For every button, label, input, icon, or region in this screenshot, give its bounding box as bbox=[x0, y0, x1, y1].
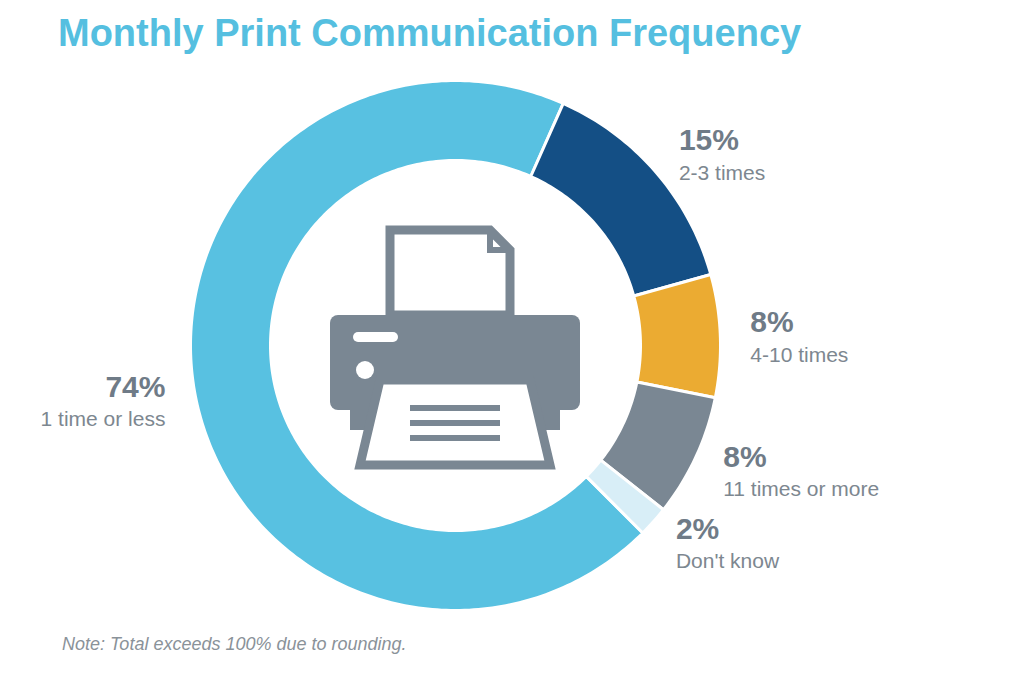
svg-text:8%: 8% bbox=[723, 440, 766, 473]
svg-text:8%: 8% bbox=[750, 305, 793, 338]
svg-text:2-3 times: 2-3 times bbox=[679, 161, 765, 184]
svg-text:2%: 2% bbox=[676, 512, 719, 545]
html-text:Note: Total exceeds 100% due t: Note: Total exceeds 100% due to rounding… bbox=[62, 634, 407, 654]
svg-text:15%: 15% bbox=[679, 123, 739, 156]
html-text:Monthly Print Communication Fr: Monthly Print Communication Frequency bbox=[58, 12, 802, 54]
svg-text:4-10 times: 4-10 times bbox=[750, 343, 848, 366]
svg-text:11 times or more: 11 times or more bbox=[723, 477, 879, 500]
svg-text:1 time or less: 1 time or less bbox=[41, 407, 166, 430]
svg-text:Don't know: Don't know bbox=[676, 549, 780, 572]
svg-text:74%: 74% bbox=[105, 370, 165, 403]
